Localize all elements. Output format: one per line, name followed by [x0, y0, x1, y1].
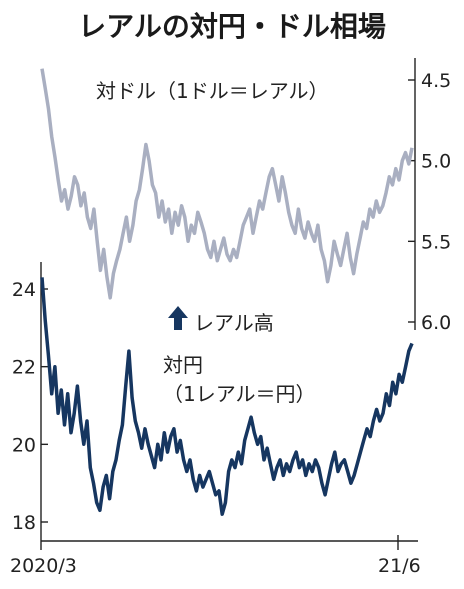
- x-tick-label-start: 2020/3: [10, 555, 77, 577]
- jpy-axis: 18 20 22 24: [12, 262, 48, 541]
- usd-tick-label: 6.0: [421, 312, 451, 334]
- jpy-series-line: [40, 277, 414, 516]
- jpy-tick-label: 22: [12, 357, 36, 379]
- annotation-label: レアル高: [194, 311, 274, 335]
- x-tick-label-end: 21/6: [378, 555, 421, 577]
- up-arrow-icon: [168, 306, 188, 330]
- jpy-series-label-line1: 対円: [163, 353, 203, 377]
- usd-tick-label: 5.0: [421, 151, 451, 173]
- usd-series-label: 対ドル（1ドル＝レアル）: [96, 79, 329, 103]
- jpy-tick-label: 18: [12, 512, 36, 534]
- usd-axis: 4.5 5.0 5.5 6.0: [408, 58, 451, 334]
- jpy-series-label-line2: （1レアル＝円）: [163, 382, 316, 406]
- usd-series-line: [40, 68, 414, 300]
- usd-tick-label: 5.5: [421, 231, 451, 253]
- jpy-tick-label: 20: [12, 434, 36, 456]
- chart-title: レアルの対円・ドル相場: [78, 10, 386, 43]
- jpy-tick-label: 24: [12, 279, 36, 301]
- usd-tick-label: 4.5: [421, 70, 451, 92]
- x-axis: 2020/3 21/6: [10, 535, 421, 577]
